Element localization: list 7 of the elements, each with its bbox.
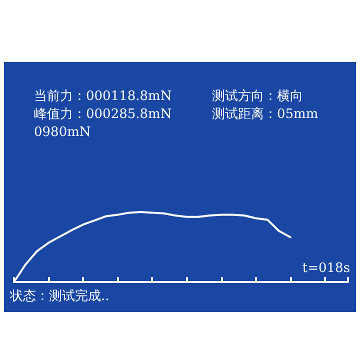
- text: 0980mN: [34, 125, 91, 140]
- annotation: t=018s: [302, 261, 350, 276]
- text: 测试距离：05mm: [212, 106, 318, 122]
- text: 测试方向：横向: [212, 88, 303, 104]
- text: 当前力：000118.8mN: [34, 89, 172, 104]
- text: 峰值力：000285.8mN: [34, 107, 172, 122]
- text: 状态：测试完成..: [9, 288, 110, 304]
